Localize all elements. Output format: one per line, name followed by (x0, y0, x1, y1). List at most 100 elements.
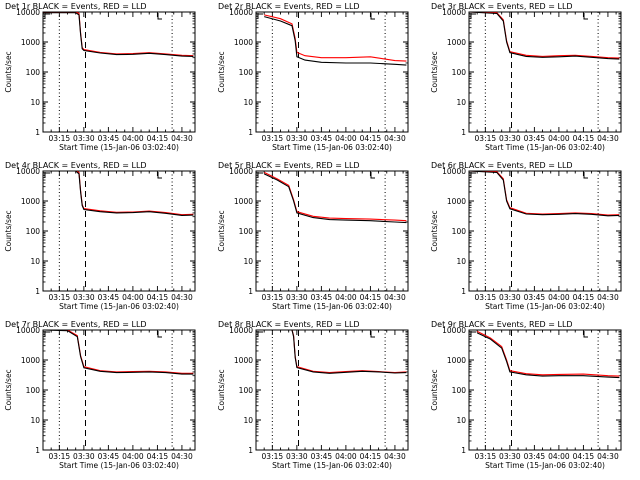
x-tick-label: 03:45 (311, 293, 333, 302)
x-tick-label: 04:00 (122, 134, 144, 143)
panel-9: Det 9r BLACK = Events, RED = LLD 1 10 100 10… (430, 320, 622, 470)
x-tick-label: 03:30 (286, 452, 308, 461)
y-tick-label: 100 (239, 386, 254, 395)
x-tick-label: 04:30 (384, 293, 406, 302)
panel-8: Det 8r BLACK = Events, RED = LLD 1 10 100 10… (217, 320, 409, 470)
x-axis-label: Start Time (15-Jan-06 03:02:40) (272, 461, 392, 470)
series-line-events (43, 12, 194, 57)
x-tick-label: 03:45 (524, 134, 546, 143)
y-axis-label: Counts/sec (430, 369, 439, 410)
series-line-events (43, 171, 194, 216)
panel-title: Det 8r BLACK = Events, RED = LLD (218, 320, 360, 329)
y-tick-label: 1 (461, 287, 466, 296)
series-line-events (264, 16, 407, 66)
y-axis-label: Counts/sec (430, 51, 439, 92)
x-tick-label: 03:15 (475, 452, 497, 461)
x-tick-label: 04:15 (147, 452, 169, 461)
corner-marker (470, 172, 476, 178)
corner-marker (157, 13, 162, 20)
y-tick-label: 10 (30, 98, 40, 107)
y-tick-label: 1 (461, 446, 466, 455)
y-tick-label: 10 (243, 416, 253, 425)
x-tick-label: 03:15 (49, 293, 71, 302)
panel-7: Det 7r BLACK = Events, RED = LLD 1 10 100 10… (4, 320, 196, 470)
series-line-events (469, 171, 620, 217)
panel-2: Det 2r BLACK = Events, RED = LLD 1 10 100 10… (217, 2, 409, 152)
panel-1: Det 1r BLACK = Events, RED = LLD 1 10 100 10… (4, 2, 196, 152)
y-tick-label: 100 (26, 386, 41, 395)
x-tick-label: 04:30 (171, 134, 193, 143)
x-tick-label: 04:00 (548, 293, 570, 302)
x-tick-label: 03:45 (524, 452, 546, 461)
x-axis-label: Start Time (15-Jan-06 03:02:40) (485, 461, 605, 470)
x-tick-label: 04:30 (384, 452, 406, 461)
x-tick-label: 03:30 (286, 293, 308, 302)
x-tick-label: 04:00 (335, 452, 357, 461)
series-line-lld (43, 330, 194, 374)
series-line-lld (476, 330, 620, 377)
x-axis-label: Start Time (15-Jan-06 03:02:40) (59, 461, 179, 470)
x-tick-label: 03:45 (98, 134, 120, 143)
x-tick-label: 03:15 (49, 452, 71, 461)
x-tick-label: 04:30 (597, 134, 619, 143)
y-tick-label: 10000 (442, 8, 466, 17)
x-tick-label: 03:15 (49, 134, 71, 143)
corner-marker (583, 172, 588, 179)
corner-marker (44, 13, 50, 19)
y-tick-label: 1000 (234, 38, 253, 47)
series-line-events (43, 330, 194, 375)
x-tick-label: 03:45 (311, 134, 333, 143)
x-axis-label: Start Time (15-Jan-06 03:02:40) (272, 143, 392, 152)
panel-4: Det 4r BLACK = Events, RED = LLD 1 10 100 10… (4, 161, 196, 311)
y-tick-label: 100 (239, 68, 254, 77)
x-tick-label: 03:30 (73, 293, 95, 302)
x-tick-label: 04:15 (147, 134, 169, 143)
panel-title: Det 2r BLACK = Events, RED = LLD (218, 2, 360, 11)
series-line-events (469, 12, 620, 60)
corner-marker (370, 13, 375, 20)
x-tick-label: 04:00 (335, 293, 357, 302)
x-tick-label: 04:15 (573, 293, 595, 302)
x-axis-label: Start Time (15-Jan-06 03:02:40) (485, 143, 605, 152)
x-tick-label: 03:15 (475, 293, 497, 302)
x-tick-label: 04:30 (384, 134, 406, 143)
y-tick-label: 10000 (229, 167, 253, 176)
x-tick-label: 03:45 (311, 452, 333, 461)
y-axis-label: Counts/sec (4, 210, 13, 251)
series-line-lld (264, 14, 407, 62)
y-tick-label: 10000 (16, 326, 40, 335)
corner-marker (257, 13, 263, 19)
corner-marker (470, 13, 476, 19)
panel-title: Det 4r BLACK = Events, RED = LLD (5, 161, 147, 170)
corner-marker (470, 331, 476, 337)
x-tick-label: 03:45 (98, 452, 120, 461)
x-tick-label: 04:00 (335, 134, 357, 143)
y-tick-label: 10000 (442, 167, 466, 176)
corner-marker (370, 331, 375, 338)
panel-6: Det 6r BLACK = Events, RED = LLD 1 10 100 10… (430, 161, 622, 311)
y-tick-label: 1000 (21, 197, 40, 206)
corner-marker (583, 13, 588, 20)
series-line-lld (43, 12, 194, 57)
x-tick-label: 04:00 (122, 293, 144, 302)
y-tick-label: 1000 (234, 356, 253, 365)
x-axis-label: Start Time (15-Jan-06 03:02:40) (59, 143, 179, 152)
x-tick-label: 03:30 (499, 134, 521, 143)
x-tick-label: 04:30 (171, 452, 193, 461)
y-axis-label: Counts/sec (4, 369, 13, 410)
y-tick-label: 1 (35, 287, 40, 296)
y-tick-label: 10000 (229, 8, 253, 17)
y-tick-label: 1 (248, 128, 253, 137)
x-tick-label: 03:45 (524, 293, 546, 302)
y-tick-label: 100 (26, 68, 41, 77)
panel-title: Det 1r BLACK = Events, RED = LLD (5, 2, 147, 11)
y-tick-label: 1000 (234, 197, 253, 206)
series-line-lld (469, 171, 620, 216)
x-tick-label: 03:45 (98, 293, 120, 302)
series-line-events (263, 173, 407, 224)
y-tick-label: 10000 (16, 8, 40, 17)
x-axis-label: Start Time (15-Jan-06 03:02:40) (272, 302, 392, 311)
y-tick-label: 100 (452, 227, 467, 236)
x-tick-label: 04:15 (573, 134, 595, 143)
